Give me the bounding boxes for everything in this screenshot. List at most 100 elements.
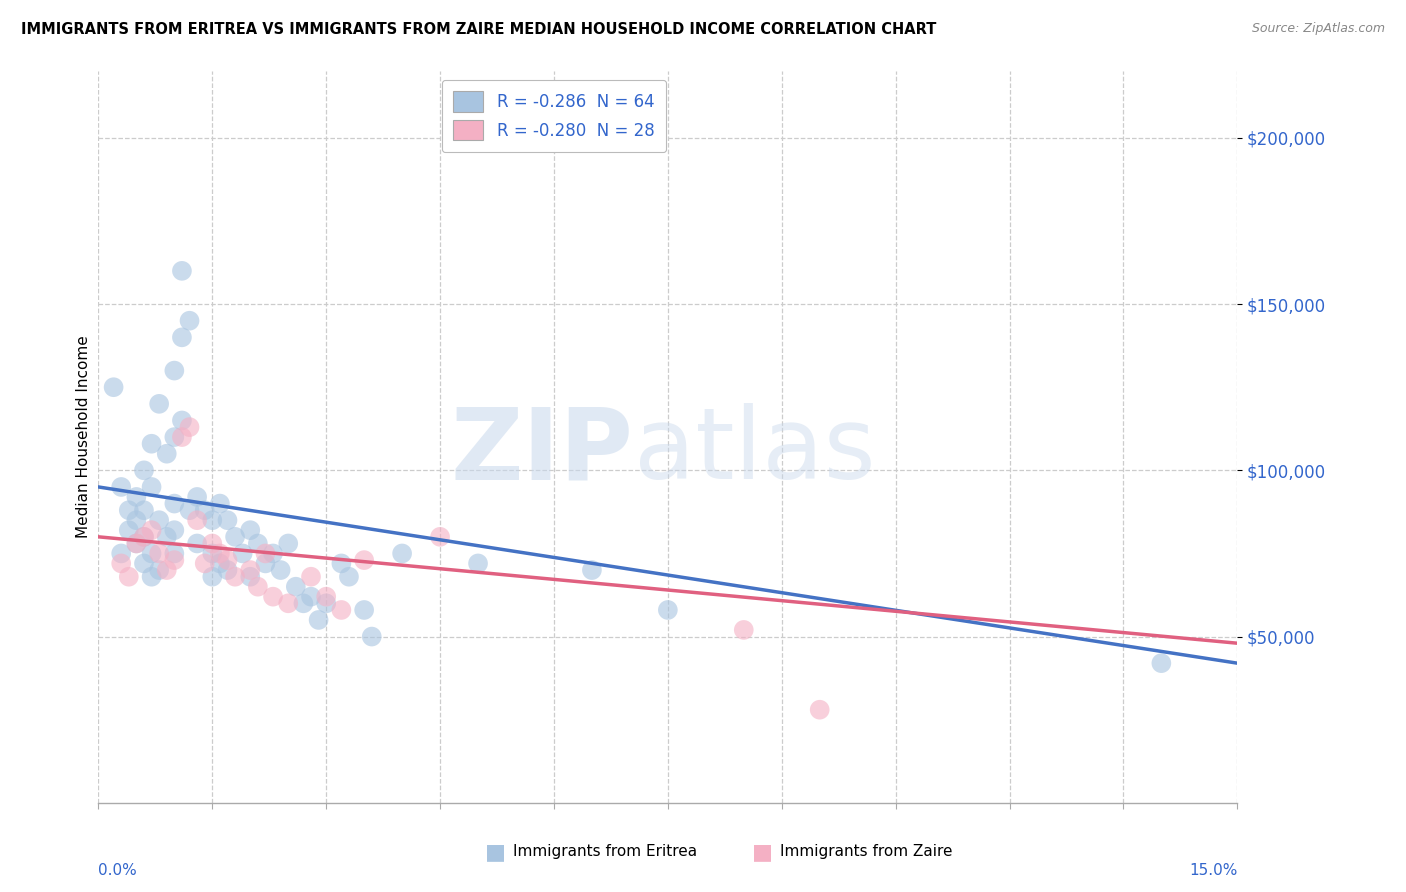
Point bbox=[315, 590, 337, 604]
Point bbox=[217, 563, 239, 577]
Point bbox=[125, 513, 148, 527]
Y-axis label: Median Household Income: Median Household Income bbox=[76, 335, 91, 539]
Point bbox=[239, 563, 262, 577]
Point bbox=[353, 603, 375, 617]
Point bbox=[110, 557, 132, 571]
Point bbox=[179, 314, 201, 328]
Point bbox=[163, 363, 186, 377]
Point bbox=[201, 546, 224, 560]
Point bbox=[148, 513, 170, 527]
Text: Immigrants from Zaire: Immigrants from Zaire bbox=[780, 845, 953, 859]
Point bbox=[170, 413, 193, 427]
Text: 0.0%: 0.0% bbox=[98, 863, 138, 878]
Point bbox=[467, 557, 489, 571]
Point bbox=[118, 503, 141, 517]
Point bbox=[208, 546, 231, 560]
Point bbox=[170, 264, 193, 278]
Point bbox=[284, 580, 307, 594]
Point bbox=[170, 330, 193, 344]
Point bbox=[148, 563, 170, 577]
Text: atlas: atlas bbox=[634, 403, 876, 500]
Point bbox=[156, 530, 179, 544]
Point bbox=[132, 557, 155, 571]
Point bbox=[262, 546, 284, 560]
Point bbox=[254, 546, 277, 560]
Point bbox=[1150, 656, 1173, 670]
Point bbox=[353, 553, 375, 567]
Point bbox=[277, 536, 299, 550]
Point bbox=[125, 536, 148, 550]
Point bbox=[217, 553, 239, 567]
Point bbox=[270, 563, 292, 577]
Text: IMMIGRANTS FROM ERITREA VS IMMIGRANTS FROM ZAIRE MEDIAN HOUSEHOLD INCOME CORRELA: IMMIGRANTS FROM ERITREA VS IMMIGRANTS FR… bbox=[21, 22, 936, 37]
Point bbox=[132, 530, 155, 544]
Point bbox=[239, 570, 262, 584]
Point bbox=[224, 530, 246, 544]
Point bbox=[429, 530, 451, 544]
Point bbox=[201, 536, 224, 550]
Point bbox=[186, 490, 208, 504]
Point bbox=[217, 513, 239, 527]
Point bbox=[201, 570, 224, 584]
Point bbox=[299, 590, 322, 604]
Point bbox=[254, 557, 277, 571]
Point bbox=[201, 513, 224, 527]
Point bbox=[581, 563, 603, 577]
Point bbox=[194, 503, 217, 517]
Point bbox=[118, 523, 141, 537]
Text: Source: ZipAtlas.com: Source: ZipAtlas.com bbox=[1251, 22, 1385, 36]
Point bbox=[141, 480, 163, 494]
Point bbox=[239, 523, 262, 537]
Point bbox=[179, 503, 201, 517]
Point bbox=[163, 497, 186, 511]
Point bbox=[132, 530, 155, 544]
Point bbox=[224, 570, 246, 584]
Point bbox=[246, 536, 269, 550]
Point bbox=[194, 557, 217, 571]
Point bbox=[156, 447, 179, 461]
Point bbox=[110, 480, 132, 494]
Text: 15.0%: 15.0% bbox=[1189, 863, 1237, 878]
Legend: R = -0.286  N = 64, R = -0.280  N = 28: R = -0.286 N = 64, R = -0.280 N = 28 bbox=[441, 79, 666, 152]
Point bbox=[170, 430, 193, 444]
Text: Immigrants from Eritrea: Immigrants from Eritrea bbox=[513, 845, 697, 859]
Point bbox=[103, 380, 125, 394]
Point bbox=[337, 570, 360, 584]
Point bbox=[308, 613, 330, 627]
Point bbox=[232, 546, 254, 560]
Point bbox=[277, 596, 299, 610]
Point bbox=[360, 630, 382, 644]
Point bbox=[315, 596, 337, 610]
Point bbox=[132, 503, 155, 517]
Point bbox=[262, 590, 284, 604]
Point bbox=[733, 623, 755, 637]
Point bbox=[141, 570, 163, 584]
Point bbox=[125, 536, 148, 550]
Point bbox=[246, 580, 269, 594]
Point bbox=[132, 463, 155, 477]
Point bbox=[141, 436, 163, 450]
Point bbox=[163, 523, 186, 537]
Point bbox=[125, 490, 148, 504]
Point bbox=[141, 523, 163, 537]
Point bbox=[163, 430, 186, 444]
Text: ZIP: ZIP bbox=[451, 403, 634, 500]
Point bbox=[208, 497, 231, 511]
Point bbox=[657, 603, 679, 617]
Point bbox=[156, 563, 179, 577]
Point bbox=[299, 570, 322, 584]
Text: ■: ■ bbox=[485, 842, 506, 862]
Point bbox=[330, 557, 353, 571]
Point bbox=[179, 420, 201, 434]
Point bbox=[141, 546, 163, 560]
Text: ■: ■ bbox=[752, 842, 773, 862]
Point bbox=[330, 603, 353, 617]
Point bbox=[186, 513, 208, 527]
Point bbox=[808, 703, 831, 717]
Point bbox=[292, 596, 315, 610]
Point bbox=[208, 557, 231, 571]
Point bbox=[186, 536, 208, 550]
Point bbox=[163, 546, 186, 560]
Point bbox=[391, 546, 413, 560]
Point bbox=[148, 546, 170, 560]
